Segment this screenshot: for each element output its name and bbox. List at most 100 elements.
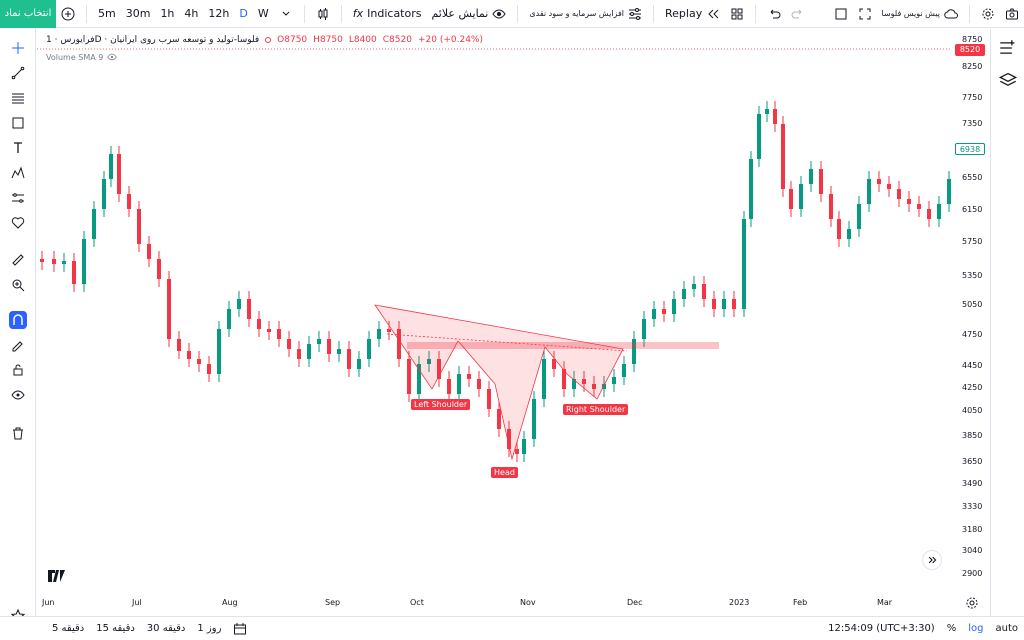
- hide-drawings-tool[interactable]: [9, 386, 27, 404]
- auto-toggle[interactable]: auto: [995, 623, 1018, 634]
- ruler-icon: [12, 254, 24, 266]
- range-button[interactable]: 15 دقیقه: [96, 623, 135, 634]
- time-axis-label: Aug: [222, 598, 238, 607]
- capital-increase-button[interactable]: افزایش سرمایه و سود نقدی: [524, 0, 647, 28]
- undo-button[interactable]: [762, 0, 786, 28]
- range-button[interactable]: 5 دقیقه: [52, 623, 85, 634]
- candle-body: [102, 179, 106, 209]
- candle-body: [572, 379, 576, 389]
- prediction-button[interactable]: پیش نویس فلوسا: [877, 0, 963, 28]
- candle-body: [257, 319, 261, 329]
- range-button[interactable]: 30 دقیقه: [146, 623, 186, 634]
- price-axis-label: 3040: [962, 546, 982, 555]
- price-axis-label: 3850: [962, 431, 982, 440]
- candle-body: [757, 114, 761, 159]
- interval-dropdown[interactable]: [274, 0, 298, 28]
- date-range-button[interactable]: [227, 622, 253, 636]
- interval-w[interactable]: W: [257, 7, 269, 20]
- layout-button[interactable]: [725, 0, 749, 28]
- rectangle-tool[interactable]: [9, 114, 27, 132]
- candle-body: [62, 261, 66, 264]
- candle-body: [277, 329, 281, 339]
- time-axis-label: Nov: [520, 598, 536, 607]
- candle-body: [781, 124, 785, 189]
- fullscreen-checkbox[interactable]: [829, 0, 853, 28]
- interval-12h[interactable]: 12h: [208, 7, 230, 20]
- price-axis-label: 4450: [962, 361, 982, 370]
- candle-body: [197, 359, 201, 364]
- trend-line-tool[interactable]: [9, 64, 27, 82]
- interval-d[interactable]: D: [239, 7, 248, 20]
- candle-body: [377, 329, 381, 339]
- magnet-tool[interactable]: [9, 311, 27, 329]
- crosshair-tool[interactable]: [9, 39, 27, 57]
- candle-body: [397, 329, 401, 359]
- price-axis-label: 4050: [962, 406, 982, 415]
- change-value: +20 (+0.24%): [417, 35, 483, 45]
- show-indicators-button[interactable]: نمایش علائم: [426, 0, 511, 28]
- time-axis-label: Dec: [627, 598, 642, 607]
- layers-button[interactable]: [999, 71, 1017, 89]
- undo-icon: [770, 9, 781, 18]
- zoom-tool[interactable]: [9, 276, 27, 294]
- interval-1h[interactable]: 1h: [160, 7, 175, 20]
- plus-circle-icon: [61, 7, 75, 20]
- clock[interactable]: 12:54:09 (UTC+3:30): [828, 623, 935, 634]
- replay-button[interactable]: Replay: [660, 0, 725, 28]
- zoom-in-icon: [12, 279, 25, 292]
- indicators-button[interactable]: fx Indicators: [348, 0, 427, 28]
- screenshot-button[interactable]: [1000, 0, 1024, 28]
- add-symbol-button[interactable]: [56, 0, 80, 28]
- redo-button[interactable]: [786, 0, 810, 28]
- remove-drawings-tool[interactable]: [9, 424, 27, 442]
- percent-toggle[interactable]: %: [946, 623, 957, 634]
- chart-type-button[interactable]: [311, 0, 335, 28]
- candle-body: [857, 204, 861, 229]
- time-axis-label: Mar: [877, 598, 893, 607]
- cloud-icon: [944, 8, 958, 18]
- candle-body: [532, 399, 536, 439]
- price-axis-label: 8250: [962, 62, 982, 71]
- lock-tool[interactable]: [9, 361, 27, 379]
- fib-tool[interactable]: [9, 89, 27, 107]
- interval-4h[interactable]: 4h: [184, 7, 199, 20]
- interval-group: 5m 30m 1h 4h 12h D W: [93, 0, 274, 28]
- candle-body: [187, 351, 191, 359]
- interval-5m[interactable]: 5m: [98, 7, 116, 20]
- range-button[interactable]: 1 روز: [197, 623, 222, 634]
- crosshair-icon: [12, 42, 24, 54]
- draw-mode-tool[interactable]: [9, 336, 27, 354]
- time-axis-label: 2023: [729, 598, 749, 607]
- ruler-tool[interactable]: [9, 251, 27, 269]
- prediction-tool[interactable]: [9, 189, 27, 207]
- right-sidebar: [990, 29, 1024, 640]
- watchlist-button[interactable]: [999, 39, 1017, 57]
- time-axis-label: Oct: [410, 598, 424, 607]
- expand-button[interactable]: [853, 0, 877, 28]
- interval-30m[interactable]: 30m: [125, 7, 151, 20]
- log-toggle[interactable]: log: [968, 623, 984, 634]
- time-axis-label: Sep: [325, 598, 340, 607]
- horizontal-lines-icon: [12, 93, 24, 104]
- neckline: [386, 333, 628, 352]
- candle-body: [765, 109, 769, 114]
- candle-body: [652, 309, 656, 319]
- high-value: H8750: [313, 35, 343, 45]
- pattern-tool[interactable]: [9, 164, 27, 182]
- time-axis-settings-button[interactable]: [965, 596, 979, 610]
- prediction-label: پیش نویس فلوسا: [881, 9, 940, 18]
- text-tool[interactable]: [9, 139, 27, 157]
- price-axis-label: 4250: [962, 383, 982, 392]
- show-indicators-label: نمایش علائم: [431, 7, 489, 20]
- head-label: Head: [491, 467, 518, 478]
- favorites-tool[interactable]: [9, 214, 27, 232]
- volume-legend[interactable]: Volume SMA 9: [46, 52, 118, 62]
- price-chart[interactable]: 8750 8250 7750 7350 6550 6150 5750 5350 5050 4750…: [37, 29, 990, 616]
- settings-button[interactable]: [976, 0, 1000, 28]
- price-axis-label: 6550: [962, 173, 982, 182]
- candle-body: [662, 309, 666, 314]
- range-icon: [12, 193, 24, 203]
- layers-icon: [999, 72, 1017, 86]
- scroll-to-realtime-button[interactable]: [922, 550, 942, 570]
- symbol-search-button[interactable]: انتخاب نماد: [0, 0, 56, 28]
